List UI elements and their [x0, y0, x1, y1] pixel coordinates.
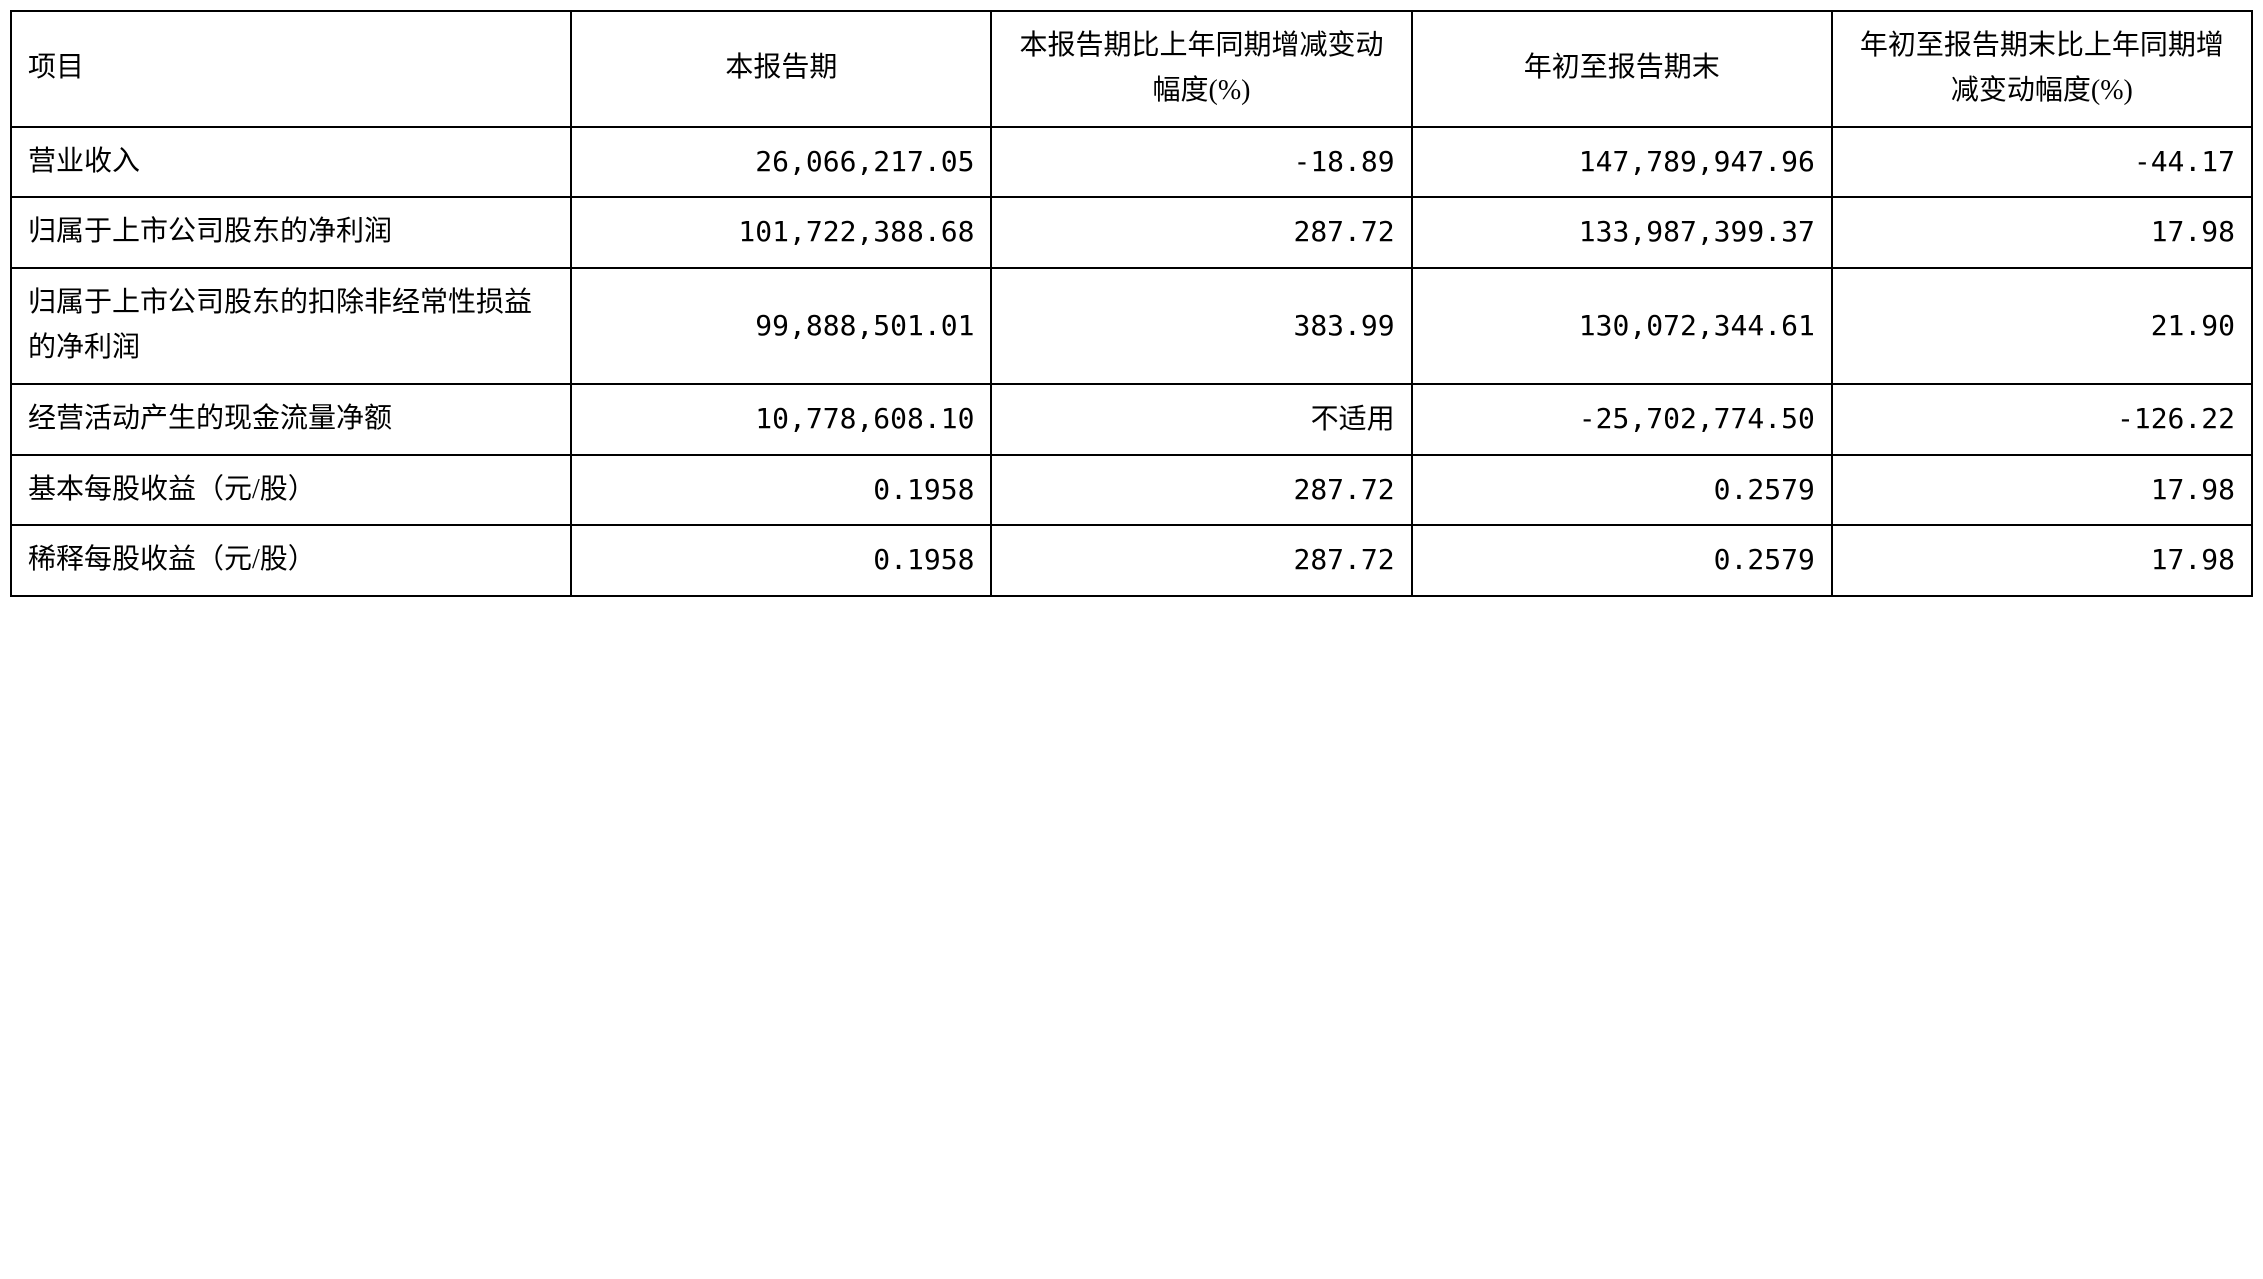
header-item: 项目 — [11, 11, 571, 127]
header-ytd: 年初至报告期末 — [1412, 11, 1832, 127]
row-change: 287.72 — [991, 525, 1411, 596]
row-change: 287.72 — [991, 455, 1411, 526]
row-ytd: 133,987,399.37 — [1412, 197, 1832, 268]
row-change: 383.99 — [991, 268, 1411, 384]
row-change: -18.89 — [991, 127, 1411, 198]
row-ytd: -25,702,774.50 — [1412, 384, 1832, 455]
row-ytd-change: -44.17 — [1832, 127, 2252, 198]
row-ytd-change: 17.98 — [1832, 525, 2252, 596]
row-ytd: 0.2579 — [1412, 525, 1832, 596]
table-row: 营业收入 26,066,217.05 -18.89 147,789,947.96… — [11, 127, 2252, 198]
row-ytd: 147,789,947.96 — [1412, 127, 1832, 198]
row-item: 营业收入 — [11, 127, 571, 198]
table-row: 稀释每股收益（元/股） 0.1958 287.72 0.2579 17.98 — [11, 525, 2252, 596]
row-change: 不适用 — [991, 384, 1411, 455]
row-current: 101,722,388.68 — [571, 197, 991, 268]
table-row: 归属于上市公司股东的净利润 101,722,388.68 287.72 133,… — [11, 197, 2252, 268]
table-row: 经营活动产生的现金流量净额 10,778,608.10 不适用 -25,702,… — [11, 384, 2252, 455]
row-item: 经营活动产生的现金流量净额 — [11, 384, 571, 455]
row-item: 归属于上市公司股东的扣除非经常性损益的净利润 — [11, 268, 571, 384]
table-row: 基本每股收益（元/股） 0.1958 287.72 0.2579 17.98 — [11, 455, 2252, 526]
table-row: 归属于上市公司股东的扣除非经常性损益的净利润 99,888,501.01 383… — [11, 268, 2252, 384]
row-ytd-change: 21.90 — [1832, 268, 2252, 384]
row-item: 归属于上市公司股东的净利润 — [11, 197, 571, 268]
row-current: 10,778,608.10 — [571, 384, 991, 455]
table-header-row: 项目 本报告期 本报告期比上年同期增减变动幅度(%) 年初至报告期末 年初至报告… — [11, 11, 2252, 127]
row-item: 基本每股收益（元/股） — [11, 455, 571, 526]
header-current: 本报告期 — [571, 11, 991, 127]
row-ytd-change: 17.98 — [1832, 455, 2252, 526]
row-current: 0.1958 — [571, 455, 991, 526]
row-ytd-change: 17.98 — [1832, 197, 2252, 268]
row-current: 26,066,217.05 — [571, 127, 991, 198]
header-change: 本报告期比上年同期增减变动幅度(%) — [991, 11, 1411, 127]
row-current: 0.1958 — [571, 525, 991, 596]
row-item: 稀释每股收益（元/股） — [11, 525, 571, 596]
row-ytd: 130,072,344.61 — [1412, 268, 1832, 384]
row-change: 287.72 — [991, 197, 1411, 268]
header-ytd-change: 年初至报告期末比上年同期增减变动幅度(%) — [1832, 11, 2252, 127]
row-ytd: 0.2579 — [1412, 455, 1832, 526]
row-ytd-change: -126.22 — [1832, 384, 2252, 455]
row-current: 99,888,501.01 — [571, 268, 991, 384]
financial-table: 项目 本报告期 本报告期比上年同期增减变动幅度(%) 年初至报告期末 年初至报告… — [10, 10, 2253, 597]
